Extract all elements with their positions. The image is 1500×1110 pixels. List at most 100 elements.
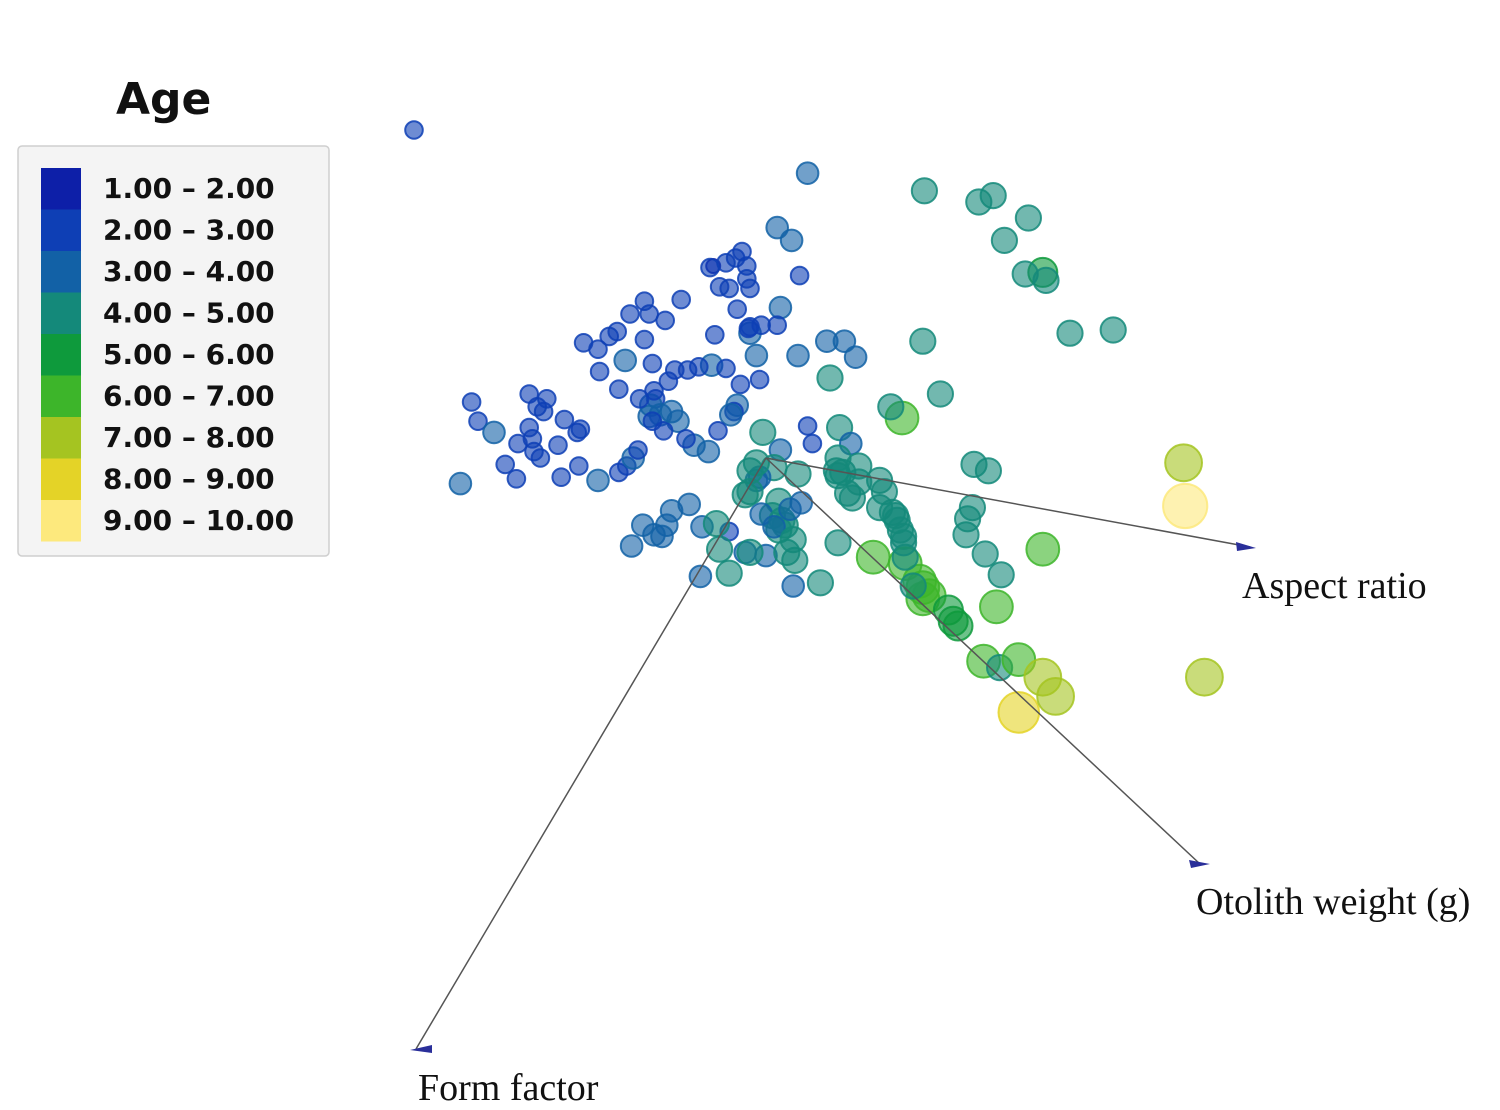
data-point [802,433,823,454]
data-point [658,371,679,392]
data-point [495,454,516,475]
data-point [987,561,1015,589]
data-point [468,411,488,432]
data-point [688,564,713,589]
data-point [715,559,743,587]
data-point [1014,204,1043,232]
legend-label-7: 7.00 – 8.00 [103,421,275,454]
data-point [742,449,771,477]
data-point [736,538,764,567]
axis-line-form-factor [415,457,767,1050]
data-point [942,610,974,642]
legend-title: Age [116,74,211,125]
data-point [628,440,648,460]
data-point [708,421,728,441]
data-point [768,295,793,320]
data-point [705,325,725,345]
data-point [519,384,540,404]
legend-label-4: 4.00 – 5.00 [103,297,275,330]
data-point [909,327,937,355]
data-point [952,521,980,549]
data-point [659,399,684,424]
data-point [1164,443,1203,483]
data-point [448,471,473,496]
data-point [716,358,736,379]
data-point [537,389,557,409]
data-point [740,278,760,299]
data-point [877,393,905,421]
data-point [740,317,760,337]
data-point [634,329,655,350]
data-point [910,177,939,205]
data-point [762,515,786,539]
data-point [677,360,698,380]
data-point [482,420,506,445]
axis-arrowhead-otolith-weight [1189,860,1210,868]
data-point [797,416,818,436]
data-point [832,329,857,354]
data-point [979,589,1014,625]
data-point [767,315,788,336]
data-point [719,278,740,299]
axis-label-aspect-ratio: Aspect ratio [1242,565,1427,607]
data-point [838,484,867,512]
axis-label-form-factor: Form factor [418,1067,599,1109]
data-point [569,456,589,476]
legend-label-8: 8.00 – 9.00 [103,463,275,496]
data-point [631,513,655,538]
data-point [696,439,721,464]
data-point [990,226,1019,254]
data-point [779,228,804,253]
data-point [1162,482,1209,530]
data-point [870,478,899,506]
data-point [642,353,663,374]
legend-label-5: 5.00 – 6.00 [103,338,275,371]
legend-swatch-4 [41,292,81,334]
data-point [806,569,835,597]
data-point [1099,316,1127,344]
data-point [1025,531,1061,567]
legend-swatch-9 [41,500,81,542]
data-point [843,345,868,370]
data-point [530,448,551,468]
data-point [845,452,873,480]
data-point [789,491,814,515]
data-point [899,572,927,600]
legend-swatch-2 [41,209,81,251]
data-point [781,574,806,598]
data-point [1056,319,1084,347]
data-point [781,546,809,575]
data-point [508,433,528,454]
data-point [655,310,676,331]
data-point [997,691,1041,734]
data-point [676,429,696,449]
data-point [653,421,674,441]
data-point [702,509,731,538]
data-point [613,348,638,373]
data-point [784,460,812,488]
legend-label-9: 9.00 – 10.00 [103,504,294,537]
axis-arrowhead-aspect-ratio [1236,542,1256,551]
data-point [620,304,640,324]
data-point [786,343,810,368]
data-point [706,535,734,563]
data-point [588,339,608,360]
scatter-points [404,120,1224,734]
legend-box [17,145,330,557]
data-point [586,468,610,493]
data-point [644,381,664,401]
data-point [554,409,575,430]
legend-label-2: 2.00 – 3.00 [103,214,275,247]
biplot-axes: Aspect ratio Otolith weight (g) Form fac… [410,457,1470,1109]
data-point [789,265,810,286]
data-point [700,257,720,278]
data-point [749,418,777,446]
legend-swatch-7 [41,417,81,459]
data-point [589,361,610,382]
data-point [461,392,482,412]
data-point [727,299,748,320]
axis-line-otolith-weight [765,457,1201,865]
data-point [548,435,568,456]
data-point [979,182,1007,210]
